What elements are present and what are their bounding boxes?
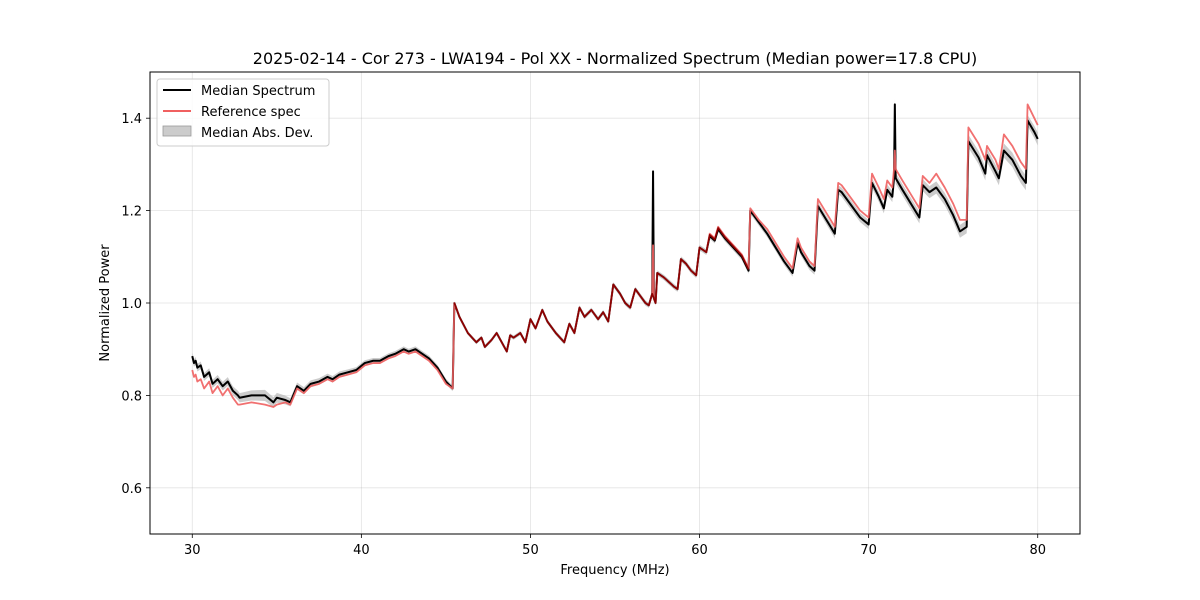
overlap-line [453,227,750,353]
axis-ticks: 30 40 50 60 70 80 0.6 0.8 1.0 1.2 1.4 [121,112,1046,558]
legend: Median Spectrum Reference spec Median Ab… [156,78,330,147]
y-tick-label: 0.8 [121,389,142,404]
legend-box [156,78,330,147]
x-tick-label: 40 [353,543,370,558]
x-tick-label: 80 [1029,543,1046,558]
x-axis-label: Frequency (MHz) [560,563,669,578]
x-tick-label: 30 [184,543,201,558]
grid [150,72,1080,534]
y-tick-label: 0.6 [121,482,142,497]
x-tick-label: 70 [860,543,877,558]
x-tick-label: 50 [522,543,539,558]
x-tick-label: 60 [691,543,708,558]
series-layer [191,103,1039,408]
y-tick-label: 1.2 [121,205,142,220]
legend-label-reference: Reference spec [201,105,301,120]
legend-label-median: Median Spectrum [201,84,315,99]
y-tick-label: 1.0 [121,297,142,312]
y-tick-label: 1.4 [121,112,142,127]
legend-label-mad: Median Abs. Dev. [201,126,313,141]
y-axis-label: Normalized Power [98,244,113,362]
chart-title: 2025-02-14 - Cor 273 - LWA194 - Pol XX -… [253,49,977,68]
legend-swatch-mad [162,125,192,137]
